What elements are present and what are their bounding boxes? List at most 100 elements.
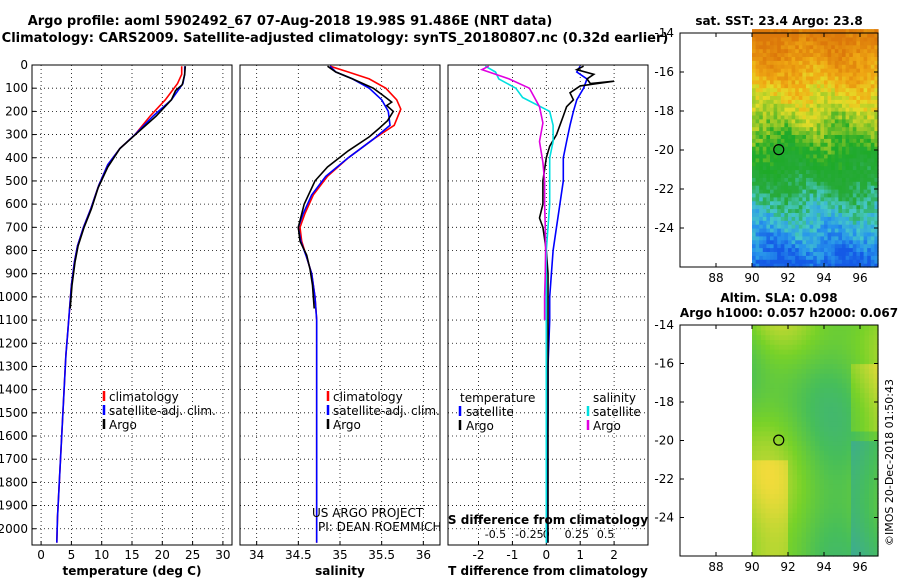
heatmap-cell <box>780 130 785 135</box>
heatmap-cell <box>806 387 812 393</box>
heatmap-cell <box>783 406 789 413</box>
heatmap-cell <box>801 507 807 514</box>
heatmap-cell <box>820 68 825 73</box>
heatmap-cell <box>810 406 816 413</box>
heatmap-cell <box>761 464 767 470</box>
heatmap-cell <box>801 402 807 408</box>
heatmap-cell <box>874 204 879 210</box>
heatmap-cell <box>845 29 850 34</box>
heatmap-cell <box>752 479 758 485</box>
heatmap-cell <box>755 239 760 245</box>
heatmap-cell <box>816 161 821 167</box>
heatmap-cell <box>752 231 757 237</box>
heatmap-cell <box>779 387 785 393</box>
heatmap-cell <box>842 40 847 46</box>
heatmap-cell <box>863 235 868 241</box>
heatmap-cell <box>873 392 879 398</box>
heatmap-cell <box>842 235 847 241</box>
heatmap-cell <box>752 440 758 446</box>
heatmap-cell <box>791 255 796 260</box>
heatmap-cell <box>773 64 778 69</box>
heatmap-cell <box>761 421 767 427</box>
heatmap-cell <box>874 72 879 77</box>
heatmap-cell <box>752 52 757 57</box>
heatmap-cell <box>816 56 821 61</box>
heatmap-cell <box>831 161 836 167</box>
heatmap-cell <box>846 416 852 422</box>
heatmap-cell <box>827 165 832 171</box>
heatmap-cell <box>809 99 814 104</box>
heatmap-cell <box>770 208 775 213</box>
heatmap-cell <box>752 363 758 369</box>
heatmap-cell <box>845 36 850 42</box>
heatmap-cell <box>797 411 803 417</box>
heatmap-cell <box>867 173 872 178</box>
heatmap-cell <box>870 181 875 186</box>
heatmap-cell <box>792 382 798 389</box>
heatmap-cell <box>770 235 775 241</box>
heatmap-cell <box>816 33 821 38</box>
heatmap-cell <box>810 325 816 331</box>
heatmap-cell <box>783 541 789 547</box>
heatmap-cell <box>855 377 861 384</box>
heatmap-cell <box>795 52 800 57</box>
heatmap-cell <box>860 29 865 34</box>
heatmap-cell <box>860 382 866 389</box>
heatmap-cell <box>779 512 785 519</box>
heatmap-cell <box>774 474 780 480</box>
heatmap-cell <box>784 75 789 81</box>
heatmap-cell <box>870 169 875 174</box>
heatmap-cell <box>869 507 875 514</box>
heatmap-cell <box>852 95 857 100</box>
heatmap-cell <box>860 118 865 124</box>
heatmap-cell <box>780 255 785 260</box>
heatmap-cell <box>846 334 852 340</box>
heatmap-cell <box>874 146 879 151</box>
heatmap-cell <box>824 161 829 167</box>
heatmap-cell <box>824 204 829 210</box>
heatmap-cell <box>788 235 793 241</box>
heatmap-cell <box>780 259 785 264</box>
heatmap-cell <box>852 83 857 89</box>
heatmap-cell <box>849 196 854 202</box>
heatmap-cell <box>770 122 775 128</box>
heatmap-cell <box>824 430 830 437</box>
heatmap-cell <box>815 551 821 557</box>
plot-frame <box>447 64 649 546</box>
heatmap-cell <box>801 325 807 331</box>
heatmap-cell <box>834 72 839 77</box>
heatmap-cell <box>820 44 825 50</box>
heatmap-cell <box>873 479 879 485</box>
heatmap-cell <box>791 130 796 135</box>
heatmap-cell <box>766 44 771 50</box>
heatmap-cell <box>784 44 789 50</box>
heatmap-cell <box>801 334 807 340</box>
heatmap-cell <box>779 334 785 340</box>
heatmap-cell <box>766 189 771 194</box>
heatmap-cell <box>833 454 839 461</box>
heatmap-cell <box>783 353 789 360</box>
heatmap-cell <box>773 216 778 221</box>
heatmap-cell <box>761 474 767 480</box>
heatmap-cell <box>770 430 776 437</box>
heatmap-cell <box>837 353 843 360</box>
heatmap-cell <box>784 216 789 221</box>
heatmap-cell <box>874 99 879 104</box>
heatmap-cell <box>759 153 764 159</box>
heatmap-cell <box>795 111 800 116</box>
heatmap-cell <box>784 95 789 100</box>
heatmap-cell <box>783 426 789 432</box>
heatmap-cell <box>845 138 850 143</box>
heatmap-cell <box>755 161 760 167</box>
heatmap-cell <box>777 239 782 245</box>
series-line-salinity-argo <box>479 65 547 321</box>
heatmap-cell <box>852 192 857 198</box>
heatmap-cell <box>834 204 839 210</box>
heatmap-cell <box>806 507 812 514</box>
heatmap-cell <box>773 134 778 139</box>
heatmap-cell <box>788 169 793 174</box>
heatmap-cell <box>806 29 811 34</box>
heatmap-cell <box>838 68 843 73</box>
heatmap-cell <box>864 546 870 552</box>
legend-label: Argo <box>109 418 137 432</box>
